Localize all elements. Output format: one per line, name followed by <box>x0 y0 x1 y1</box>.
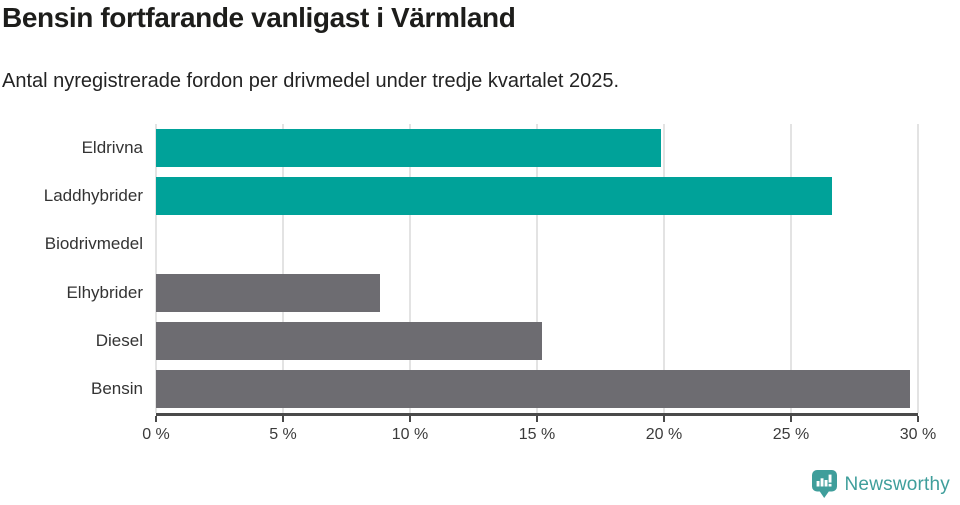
chart-subtitle: Antal nyregistrerade fordon per drivmede… <box>2 70 620 92</box>
bar <box>156 129 662 168</box>
chart-row: Diesel <box>96 317 918 365</box>
category-label: Eldrivna <box>81 138 143 158</box>
x-axis-tick <box>917 416 919 422</box>
chart-row: Bensin <box>91 365 918 413</box>
x-axis-tick <box>663 416 665 422</box>
category-label: Diesel <box>95 330 143 350</box>
gridline <box>663 124 665 413</box>
bar <box>156 273 380 312</box>
gridline <box>790 124 792 413</box>
x-axis-tick <box>409 416 411 422</box>
bar <box>156 369 911 408</box>
chart-row: Eldrivna <box>82 124 918 172</box>
x-axis-tick-label: 5 % <box>269 426 297 443</box>
bar <box>156 177 832 216</box>
newsworthy-wordmark: Newsworthy <box>844 473 950 495</box>
x-axis-tick-label: 20 % <box>645 426 683 443</box>
chart-row: Biodrivmedel <box>45 220 918 268</box>
x-axis-tick-label: 25 % <box>772 426 810 443</box>
x-axis-tick-label: 30 % <box>899 426 937 443</box>
x-axis-tick <box>155 416 157 422</box>
gridline <box>155 124 157 413</box>
chart-row: Laddhybrider <box>44 172 918 220</box>
bar <box>156 321 543 360</box>
gridline <box>917 124 919 413</box>
x-axis-tick-label: 15 % <box>518 426 556 443</box>
x-axis-tick-label: 10 % <box>391 426 429 443</box>
category-label: Laddhybrider <box>43 186 143 206</box>
chart-title: Bensin fortfarande vanligast i Värmland <box>2 2 516 33</box>
bar-chart-plot-area: Eldrivna Laddhybrider Biodrivmedel Elhybrid… <box>44 124 936 443</box>
x-axis-tick-label: 0 % <box>142 426 170 443</box>
bars-layer: Eldrivna Laddhybrider Biodrivmedel Elhybrid… <box>44 124 918 413</box>
category-label: Biodrivmedel <box>44 234 143 254</box>
chart-row: Elhybrider <box>66 269 918 317</box>
gridline <box>282 124 284 413</box>
x-axis-tick <box>282 416 284 422</box>
gridline <box>409 124 411 413</box>
x-axis-line <box>156 413 918 416</box>
x-axis-tick <box>790 416 792 422</box>
gridline <box>536 124 538 413</box>
x-axis-tick <box>536 416 538 422</box>
newsworthy-logo: Newsworthy <box>811 470 950 499</box>
category-label: Bensin <box>91 378 143 398</box>
category-label: Elhybrider <box>66 282 143 302</box>
bar-chart-speech-bubble-icon <box>811 470 837 498</box>
